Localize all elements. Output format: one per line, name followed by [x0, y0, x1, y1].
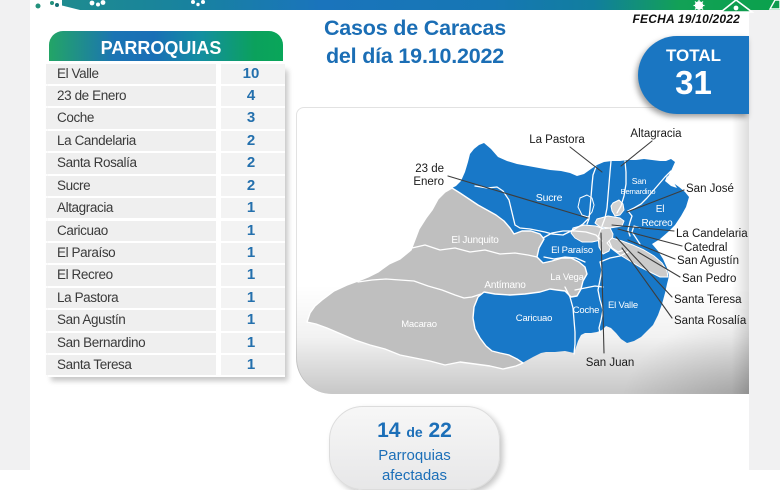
svg-text:Santa Teresa: Santa Teresa: [674, 294, 742, 306]
svg-text:Recreo: Recreo: [641, 218, 673, 229]
svg-text:El: El: [656, 204, 665, 215]
svg-text:San Juan: San Juan: [586, 357, 635, 369]
svg-text:Enero: Enero: [413, 176, 444, 188]
svg-text:23 de: 23 de: [415, 163, 444, 175]
svg-text:Bernardino: Bernardino: [621, 187, 656, 196]
svg-text:La Vega: La Vega: [550, 272, 584, 283]
svg-text:Macarao: Macarao: [401, 319, 437, 330]
svg-text:Coche: Coche: [573, 305, 599, 316]
svg-text:Caricuao: Caricuao: [516, 313, 552, 324]
svg-text:Antímano: Antímano: [484, 280, 526, 291]
svg-text:San Pedro: San Pedro: [682, 273, 736, 285]
svg-text:La Candelaria: La Candelaria: [676, 228, 748, 240]
svg-text:Altagracia: Altagracia: [630, 128, 682, 140]
svg-text:San: San: [632, 176, 647, 186]
svg-text:San José: San José: [686, 183, 734, 195]
svg-text:Santa Rosalía: Santa Rosalía: [674, 315, 747, 327]
svg-text:El Junquito: El Junquito: [451, 235, 499, 246]
svg-text:El Valle: El Valle: [608, 300, 638, 311]
svg-text:Catedral: Catedral: [684, 242, 727, 254]
svg-text:San Agustín: San Agustín: [677, 255, 739, 267]
svg-text:Sucre: Sucre: [536, 192, 563, 204]
svg-text:La Pastora: La Pastora: [529, 134, 585, 146]
svg-text:El Paraíso: El Paraíso: [551, 245, 593, 256]
